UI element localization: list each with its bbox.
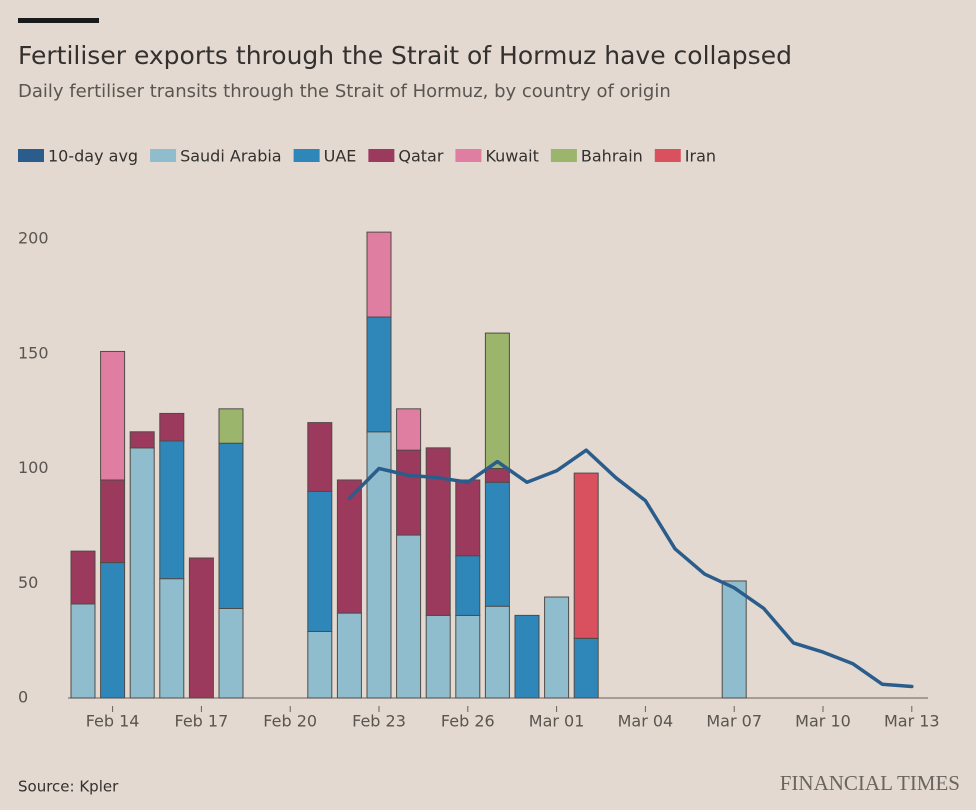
- bar-segment: [159, 412, 185, 442]
- y-tick-label: 150: [18, 343, 49, 362]
- bar-segment: [396, 408, 422, 451]
- legend-label: Qatar: [398, 147, 443, 166]
- bar-segment: [484, 605, 510, 699]
- bar-segment: [396, 534, 422, 699]
- bar-segment: [100, 350, 126, 481]
- legend-swatch: [18, 149, 44, 162]
- bar-segment: [307, 422, 333, 492]
- x-tick-label: Mar 04: [618, 712, 674, 731]
- bar-segment: [188, 557, 214, 699]
- y-tick-label: 100: [18, 458, 49, 477]
- bar-segment: [721, 580, 747, 699]
- bar-segment: [129, 431, 155, 449]
- legend-swatch: [654, 149, 681, 162]
- bar-segment: [484, 332, 510, 469]
- legend-label: Iran: [685, 147, 716, 166]
- bar-segment: [336, 479, 362, 614]
- source: Source: Kpler: [18, 778, 119, 796]
- legend-label: Kuwait: [485, 147, 538, 166]
- bar-segment: [573, 472, 599, 639]
- bar-segment: [218, 442, 244, 609]
- y-tick-label: 50: [18, 573, 38, 592]
- x-tick-label: Feb 17: [175, 712, 229, 731]
- bar-segment: [307, 490, 333, 632]
- x-tick-label: Feb 20: [263, 712, 317, 731]
- bar-segment: [366, 231, 392, 318]
- bar-segment: [455, 555, 481, 616]
- bar-segment: [159, 440, 185, 580]
- bar-segment: [159, 578, 185, 699]
- y-tick-label: 200: [18, 229, 49, 248]
- x-tick-label: Mar 01: [529, 712, 585, 731]
- bar-segment: [455, 614, 481, 699]
- bar-segment: [100, 479, 126, 564]
- legend-label: 10-day avg: [48, 147, 138, 166]
- bar-segment: [484, 468, 510, 483]
- bar-segment: [484, 481, 510, 607]
- bar-segment: [218, 607, 244, 699]
- legend-label: Bahrain: [581, 147, 643, 166]
- bar-segment: [455, 479, 481, 557]
- bar-segment: [129, 447, 155, 699]
- x-tick-label: Feb 23: [352, 712, 406, 731]
- chart-subtitle: Daily fertiliser transits through the St…: [18, 81, 671, 102]
- bar-segment: [425, 447, 451, 616]
- legend-swatch: [368, 149, 395, 162]
- chart-title: Fertiliser exports through the Strait of…: [18, 41, 792, 70]
- legend-swatch: [455, 149, 482, 162]
- legend-swatch: [550, 149, 577, 162]
- bar-segment: [307, 630, 333, 699]
- legend-label: UAE: [324, 147, 357, 166]
- bar-segment: [514, 614, 540, 699]
- brand: FINANCIAL TIMES: [780, 771, 960, 795]
- legend-label: Saudi Arabia: [180, 147, 282, 166]
- bar-segment: [70, 550, 96, 605]
- bar-segment: [544, 596, 570, 699]
- bar-segment: [396, 449, 422, 536]
- x-tick-label: Feb 26: [441, 712, 495, 731]
- bar-segment: [425, 614, 451, 699]
- average-line: [347, 448, 914, 689]
- bar-segment: [573, 637, 599, 699]
- x-tick-label: Feb 14: [86, 712, 140, 731]
- bar-segment: [336, 612, 362, 699]
- x-tick-label: Mar 10: [795, 712, 851, 731]
- top-rule: [18, 18, 99, 23]
- x-tick-label: Mar 13: [884, 712, 940, 731]
- y-tick-label: 0: [18, 688, 28, 707]
- x-tick-label: Mar 07: [706, 712, 762, 731]
- bar-segment: [366, 316, 392, 433]
- bar-segment: [70, 603, 96, 699]
- legend-swatch: [150, 149, 177, 162]
- bar-segment: [218, 408, 244, 444]
- legend-swatch: [293, 149, 320, 162]
- bar-segment: [100, 562, 126, 699]
